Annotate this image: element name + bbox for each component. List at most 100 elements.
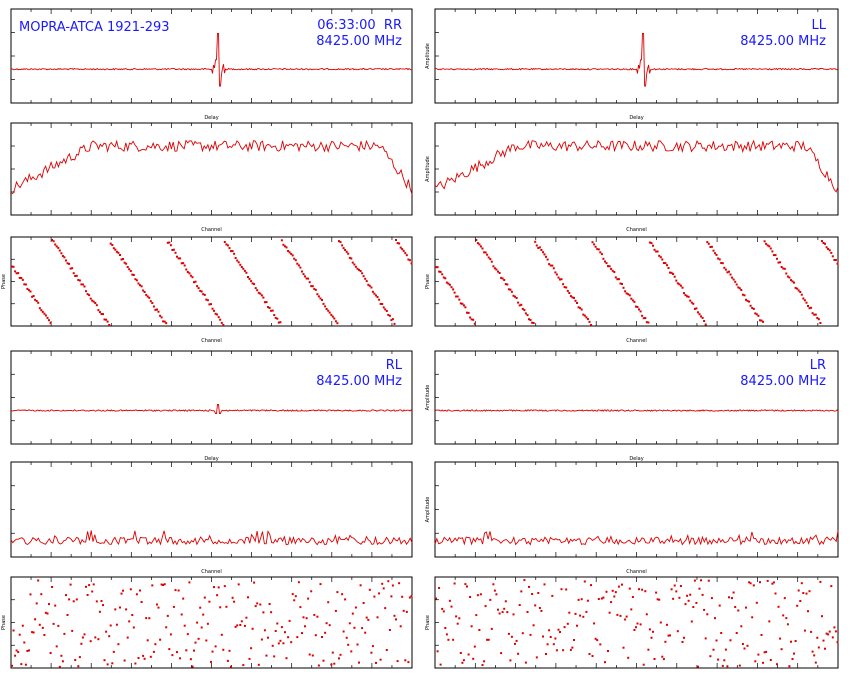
phase-point	[478, 629, 481, 631]
phase-point	[148, 617, 151, 620]
phase-point	[68, 598, 71, 601]
phase-point	[585, 610, 588, 613]
phase-point	[534, 240, 537, 243]
phase-point	[176, 651, 178, 654]
phase-point	[142, 654, 145, 657]
phase-point	[726, 665, 729, 668]
phase-point	[140, 285, 143, 288]
phase-point	[703, 608, 706, 611]
phase-points	[435, 239, 839, 326]
phase-point	[208, 303, 211, 306]
phase-point	[259, 603, 262, 606]
phase-point	[670, 271, 673, 274]
phase-point	[231, 250, 234, 253]
phase-point	[639, 310, 642, 313]
phase-point	[776, 257, 778, 260]
phase-point	[322, 659, 325, 662]
phase-point	[757, 314, 760, 317]
phase-point	[631, 299, 634, 302]
phase-point	[172, 605, 175, 608]
phase-point	[817, 318, 820, 321]
phase-point	[316, 615, 319, 618]
phase-point	[176, 255, 178, 258]
phase-point	[222, 648, 225, 651]
phase-point	[322, 302, 325, 305]
ll-frequency-label: 8425.00 MHz	[740, 34, 826, 49]
phase-point	[139, 284, 141, 287]
phase-point	[803, 629, 806, 632]
phase-point	[63, 256, 66, 259]
phase-point	[114, 608, 117, 611]
phase-point	[328, 311, 331, 314]
phase-point	[492, 265, 495, 268]
phase-point	[560, 588, 563, 591]
phase-point	[280, 239, 283, 242]
phase-point	[652, 244, 654, 247]
phase-point	[200, 626, 203, 629]
phase-point	[765, 650, 768, 653]
phase-point	[617, 585, 620, 588]
phase-point	[378, 592, 381, 595]
phase-point	[728, 270, 730, 273]
phase-point	[712, 648, 715, 651]
phase-point	[591, 655, 594, 657]
phase-point	[568, 292, 571, 294]
phase-point	[616, 613, 619, 616]
phase-point	[405, 254, 408, 257]
phase-point	[678, 283, 681, 286]
phase-point	[762, 661, 764, 664]
phase-point	[540, 609, 543, 612]
phase-point	[560, 278, 563, 281]
phase-point	[614, 591, 617, 594]
phase-point	[504, 600, 507, 603]
phase-point	[566, 289, 569, 292]
phase-point	[247, 596, 249, 599]
phase-point	[66, 614, 69, 616]
phase-point	[78, 279, 81, 282]
phase-point	[186, 633, 189, 636]
phase-point	[796, 287, 799, 290]
phase-point	[448, 599, 451, 602]
phase-point	[698, 313, 701, 316]
phase-point	[495, 268, 498, 271]
phase-point	[467, 653, 470, 656]
phase-point	[666, 623, 668, 626]
phase-point	[334, 320, 337, 323]
phase-point	[783, 267, 786, 270]
phase-point	[478, 243, 481, 246]
phase-point	[112, 650, 115, 653]
phase-point	[785, 617, 788, 620]
phase-point	[191, 276, 194, 279]
delay-trace	[434, 32, 839, 87]
phase-point	[501, 611, 504, 614]
phase-point	[768, 245, 771, 248]
phase-point	[86, 293, 89, 296]
phase-point	[836, 641, 839, 644]
phase-point	[737, 609, 740, 612]
phase-point	[834, 259, 837, 261]
phase-point	[633, 300, 636, 303]
phase-point	[726, 271, 729, 274]
phase-point	[137, 657, 140, 659]
phase-point	[15, 272, 18, 275]
phase-point	[91, 299, 94, 302]
phase-point	[521, 632, 524, 635]
phase-point	[57, 246, 60, 249]
x-axis-label: Channel	[626, 569, 647, 575]
phase-point	[341, 244, 344, 247]
phase-point	[470, 625, 473, 628]
phase-point	[331, 315, 334, 318]
phase-point	[582, 313, 585, 316]
phase-point	[243, 624, 246, 627]
x-axis-label: Channel	[201, 569, 222, 575]
phase-point	[41, 626, 44, 629]
phase-point	[487, 638, 490, 641]
phase-point	[442, 276, 445, 279]
phase-point	[251, 627, 254, 630]
phase-point	[723, 266, 726, 269]
phase-point	[117, 643, 120, 646]
phase-point	[551, 594, 554, 597]
phase-point	[613, 595, 616, 598]
phase-point	[14, 270, 17, 273]
